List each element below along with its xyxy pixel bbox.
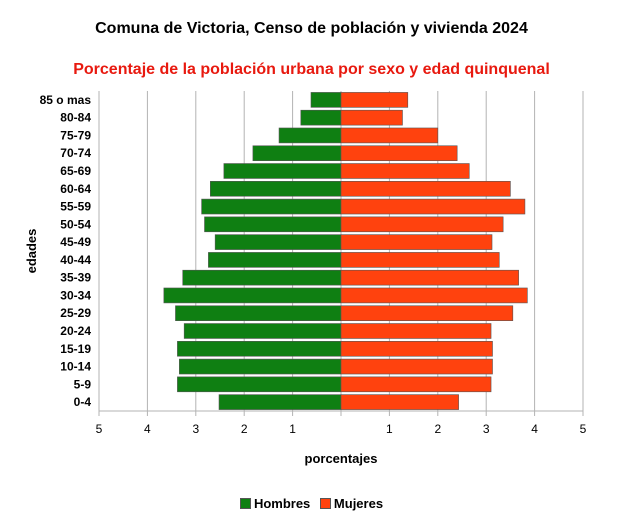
bar-mujeres bbox=[340, 323, 492, 339]
x-tick-label: 5 bbox=[580, 422, 587, 436]
y-category-label: 65-69 bbox=[60, 164, 91, 178]
x-tick-label: 3 bbox=[483, 422, 490, 436]
x-axis-title: porcentajes bbox=[305, 451, 378, 466]
x-tick-label: 1 bbox=[386, 422, 393, 436]
x-tick-label: 3 bbox=[192, 422, 199, 436]
legend-label-hombres: Hombres bbox=[253, 496, 311, 511]
bar-hombres bbox=[182, 269, 342, 286]
bar-mujeres bbox=[340, 198, 526, 215]
bar-hombres bbox=[177, 376, 342, 393]
y-category-label: 45-49 bbox=[60, 235, 91, 249]
bar-hombres bbox=[214, 234, 342, 250]
bar-mujeres bbox=[340, 341, 493, 357]
bar-hombres bbox=[252, 145, 342, 161]
y-category-label: 30-34 bbox=[60, 288, 91, 302]
bar-mujeres bbox=[340, 252, 500, 268]
x-tick-label: 5 bbox=[96, 422, 103, 436]
bar-mujeres bbox=[340, 92, 409, 108]
y-category-label: 85 o mas bbox=[40, 93, 92, 107]
y-category-label: 70-74 bbox=[60, 146, 91, 160]
bar-mujeres bbox=[340, 163, 470, 179]
bar-mujeres bbox=[340, 109, 403, 126]
bar-hombres bbox=[201, 198, 342, 215]
y-category-label: 5-9 bbox=[74, 377, 92, 391]
bar-hombres bbox=[210, 181, 342, 197]
bar-mujeres bbox=[340, 394, 459, 410]
y-category-label: 25-29 bbox=[60, 306, 91, 320]
bar-hombres bbox=[278, 127, 342, 144]
bar-mujeres bbox=[340, 358, 493, 375]
chart-subtitle: Porcentaje de la población urbana por se… bbox=[73, 61, 550, 78]
y-category-label: 35-39 bbox=[60, 271, 91, 285]
bar-mujeres bbox=[340, 127, 439, 144]
legend-swatch-mujeres bbox=[319, 498, 331, 509]
bar-mujeres bbox=[340, 269, 519, 286]
bar-hombres bbox=[204, 216, 342, 233]
bar-mujeres bbox=[340, 305, 514, 321]
bar-hombres bbox=[310, 92, 342, 108]
x-tick-label: 4 bbox=[531, 422, 538, 436]
y-category-label: 80-84 bbox=[60, 111, 91, 125]
bar-mujeres bbox=[340, 234, 493, 250]
bar-mujeres bbox=[340, 216, 504, 233]
legend-swatch-hombres bbox=[239, 498, 251, 509]
y-category-label: 15-19 bbox=[60, 342, 91, 356]
legend: Hombres Mujeres bbox=[0, 496, 623, 512]
bar-hombres bbox=[218, 394, 342, 410]
bar-mujeres bbox=[340, 376, 492, 393]
y-category-label: 20-24 bbox=[60, 324, 91, 338]
y-category-label: 10-14 bbox=[60, 360, 91, 374]
bar-hombres bbox=[183, 323, 342, 339]
bar-hombres bbox=[179, 358, 342, 375]
y-category-label: 75-79 bbox=[60, 128, 91, 142]
x-tick-label: 1 bbox=[289, 422, 296, 436]
x-tick-label: 4 bbox=[144, 422, 151, 436]
x-tick-label: 2 bbox=[434, 422, 441, 436]
chart-title: Comuna de Victoria, Censo de población y… bbox=[95, 20, 528, 37]
y-category-label: 50-54 bbox=[60, 217, 91, 231]
legend-label-mujeres: Mujeres bbox=[333, 496, 384, 511]
legend-item-hombres: Hombres bbox=[239, 496, 311, 511]
y-category-label: 0-4 bbox=[74, 395, 92, 409]
y-axis-title: edades bbox=[24, 229, 39, 274]
x-tick-label: 2 bbox=[241, 422, 248, 436]
bar-mujeres bbox=[340, 287, 528, 304]
bar-hombres bbox=[208, 252, 342, 268]
bar-hombres bbox=[163, 287, 342, 304]
bar-mujeres bbox=[340, 145, 458, 161]
bar-hombres bbox=[177, 341, 342, 357]
bar-hombres bbox=[223, 163, 342, 179]
bar-hombres bbox=[175, 305, 342, 321]
y-category-label: 60-64 bbox=[60, 182, 91, 196]
y-category-label: 40-44 bbox=[60, 253, 91, 267]
legend-item-mujeres: Mujeres bbox=[319, 496, 384, 511]
bar-hombres bbox=[300, 109, 342, 126]
y-category-label: 55-59 bbox=[60, 200, 91, 214]
bar-mujeres bbox=[340, 181, 511, 197]
